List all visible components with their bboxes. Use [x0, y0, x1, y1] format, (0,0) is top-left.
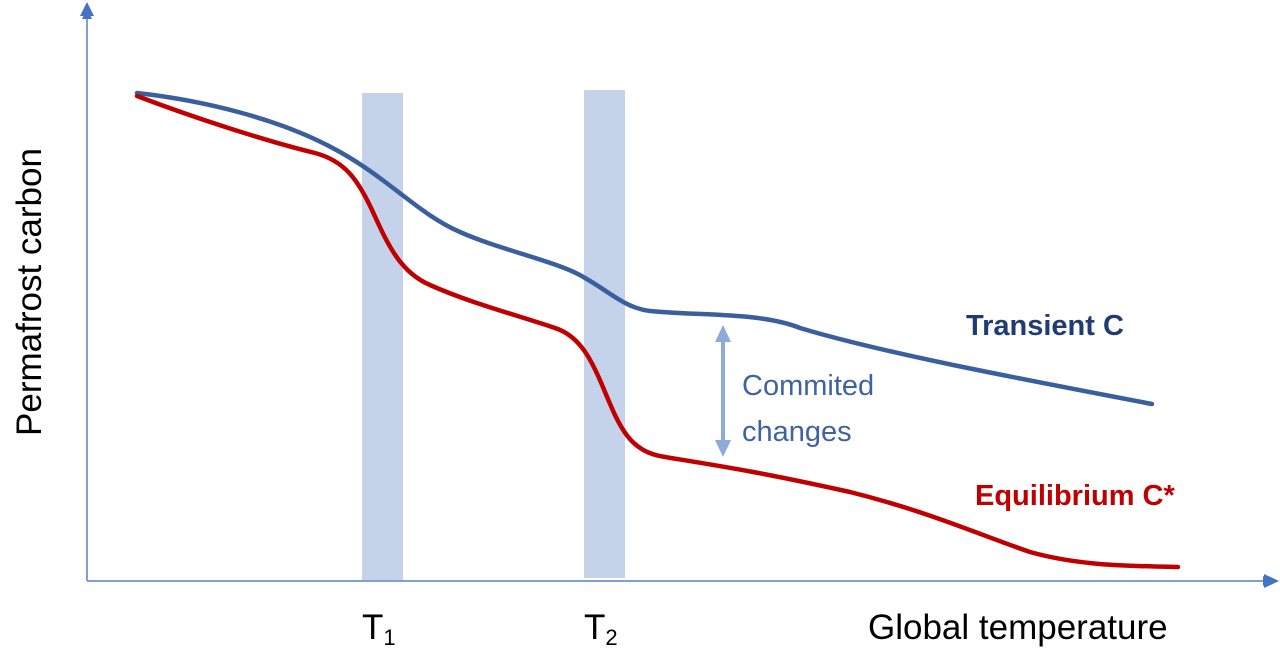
t1-band	[362, 93, 403, 581]
equilibrium-curve	[134, 93, 1181, 570]
x-axis-arrow-icon	[1264, 574, 1279, 588]
tick-t2-sub: 2	[605, 625, 618, 650]
y-axis-label: Permafrost carbon	[10, 148, 49, 436]
arrow-head-up-icon	[715, 325, 731, 342]
tick-t2: T2	[584, 608, 618, 651]
y-axis-arrow-icon	[80, 2, 94, 16]
tick-t1: T1	[362, 608, 396, 651]
committed-changes-label: Commited changes	[742, 363, 874, 455]
x-axis-label: Global temperature	[868, 608, 1168, 647]
t2-band	[584, 90, 625, 578]
tick-t1-sub: 1	[383, 625, 396, 650]
transient-curve	[134, 90, 1155, 407]
tick-t1-name: T	[362, 608, 384, 647]
transient-label: Transient C	[966, 310, 1124, 342]
equilibrium-label: Equilibrium C*	[975, 480, 1175, 512]
arrow-head-down-icon	[715, 440, 731, 457]
committed-line-2: changes	[742, 416, 852, 448]
tick-t2-name: T	[584, 608, 606, 647]
committed-line-1: Commited	[742, 370, 875, 402]
